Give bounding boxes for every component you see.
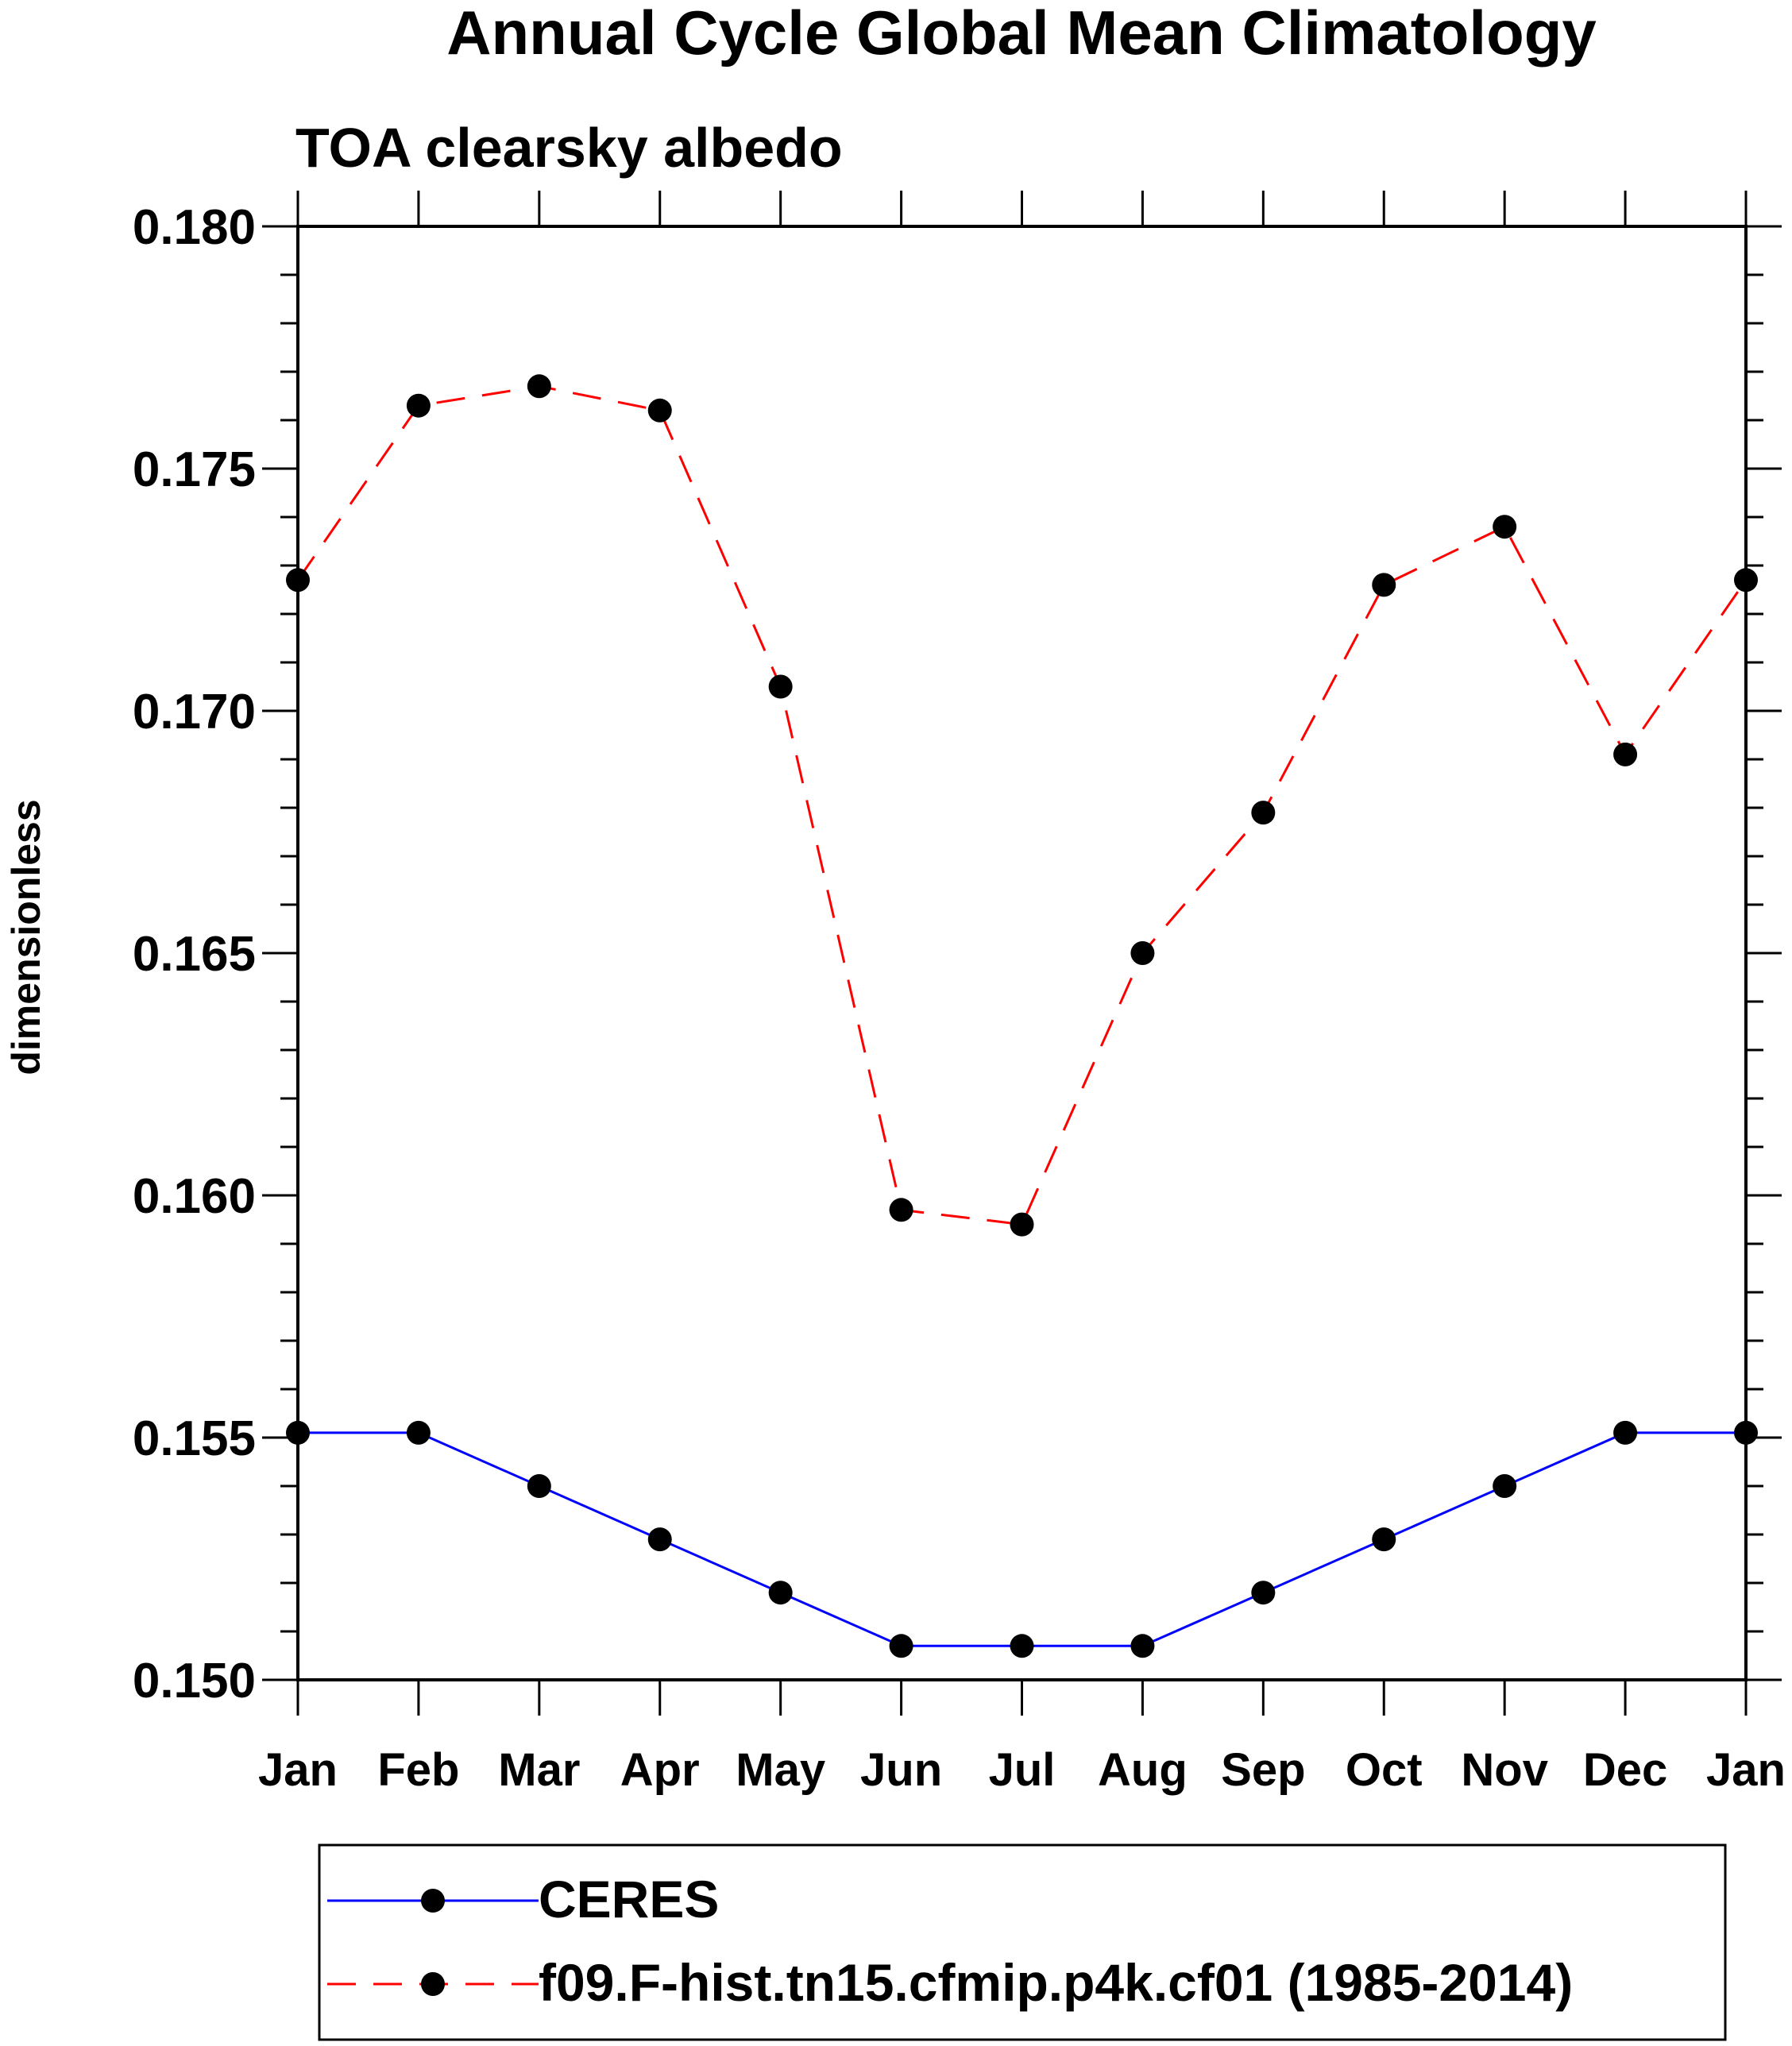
series-layer <box>286 374 1758 1658</box>
y-tick-label: 0.165 <box>133 927 256 982</box>
series-1-point <box>647 398 672 423</box>
series-1-point <box>1734 568 1758 593</box>
series-1-point <box>889 1198 913 1222</box>
series-0-point <box>286 1420 310 1445</box>
series-0-point <box>1010 1634 1034 1658</box>
series-1-point <box>1130 941 1155 965</box>
x-tick-label: Dec <box>1583 1744 1667 1796</box>
series-0-point <box>1372 1527 1396 1552</box>
x-tick-label: Jul <box>989 1744 1056 1796</box>
series-0-point <box>1493 1474 1517 1498</box>
series-0-point <box>1130 1634 1155 1658</box>
y-axis-label: dimensionless <box>4 799 48 1075</box>
y-tick-label: 0.150 <box>133 1654 256 1708</box>
series-1-point <box>286 568 310 593</box>
x-tick-label: Mar <box>498 1744 580 1796</box>
series-1-point <box>768 674 793 699</box>
series-1-point <box>1493 515 1517 539</box>
series-0-point <box>406 1420 431 1445</box>
plot-frame <box>296 225 1748 1681</box>
x-tick-label: Oct <box>1346 1744 1423 1796</box>
x-tick-label: Sep <box>1221 1744 1305 1796</box>
series-1-point <box>527 374 551 399</box>
series-0-point <box>527 1474 551 1498</box>
axis-ticks <box>262 191 1782 1716</box>
x-tick-label: Aug <box>1098 1744 1188 1796</box>
chart-title: Annual Cycle Global Mean Climatology <box>446 0 1597 68</box>
x-tick-label: May <box>736 1744 825 1796</box>
y-tick-labels: 0.150 0.155 0.160 0.165 0.170 0.175 0.180 <box>133 200 256 1708</box>
y-tick-label: 0.180 <box>133 200 256 255</box>
series-1-point <box>1613 742 1638 766</box>
legend-label-model: f09.F-hist.tn15.cfmip.p4k.cf01 (1985-201… <box>539 1953 1573 2012</box>
x-tick-label: Apr <box>620 1744 700 1796</box>
legend-label-ceres: CERES <box>539 1870 719 1928</box>
series-line-0 <box>298 1431 1746 1647</box>
y-tick-label: 0.175 <box>133 442 256 497</box>
series-0-point <box>768 1581 793 1605</box>
series-0-point <box>1613 1420 1638 1445</box>
y-tick-label: 0.170 <box>133 685 256 739</box>
x-tick-label: Jan <box>1706 1744 1786 1796</box>
series-1-point <box>1372 573 1396 597</box>
x-tick-label: Feb <box>377 1744 459 1796</box>
series-1-point <box>1251 801 1276 825</box>
series-line-1 <box>296 384 1748 1226</box>
legend-marker-model <box>421 1972 445 1996</box>
legend: CERES f09.F-hist.tn15.cfmip.p4k.cf01 (19… <box>318 1843 1727 2041</box>
chart-subtitle: TOA clearsky albedo <box>295 117 843 179</box>
series-1-point <box>1010 1212 1034 1237</box>
y-tick-label: 0.160 <box>133 1169 256 1224</box>
legend-box <box>318 1843 1727 2041</box>
series-0-point <box>1734 1420 1758 1445</box>
x-tick-labels: Jan Feb Mar Apr May Jun Jul Aug Sep Oct Nov Dec Jan <box>258 1744 1786 1796</box>
series-1-point <box>406 393 431 418</box>
series-0-point <box>889 1634 913 1658</box>
x-tick-label: Jan <box>258 1744 338 1796</box>
legend-marker-ceres <box>421 1889 445 1913</box>
x-tick-label: Jun <box>860 1744 942 1796</box>
x-tick-label: Nov <box>1461 1744 1548 1796</box>
series-0-point <box>1251 1581 1276 1605</box>
y-tick-label: 0.155 <box>133 1411 256 1466</box>
series-0-point <box>647 1527 672 1552</box>
